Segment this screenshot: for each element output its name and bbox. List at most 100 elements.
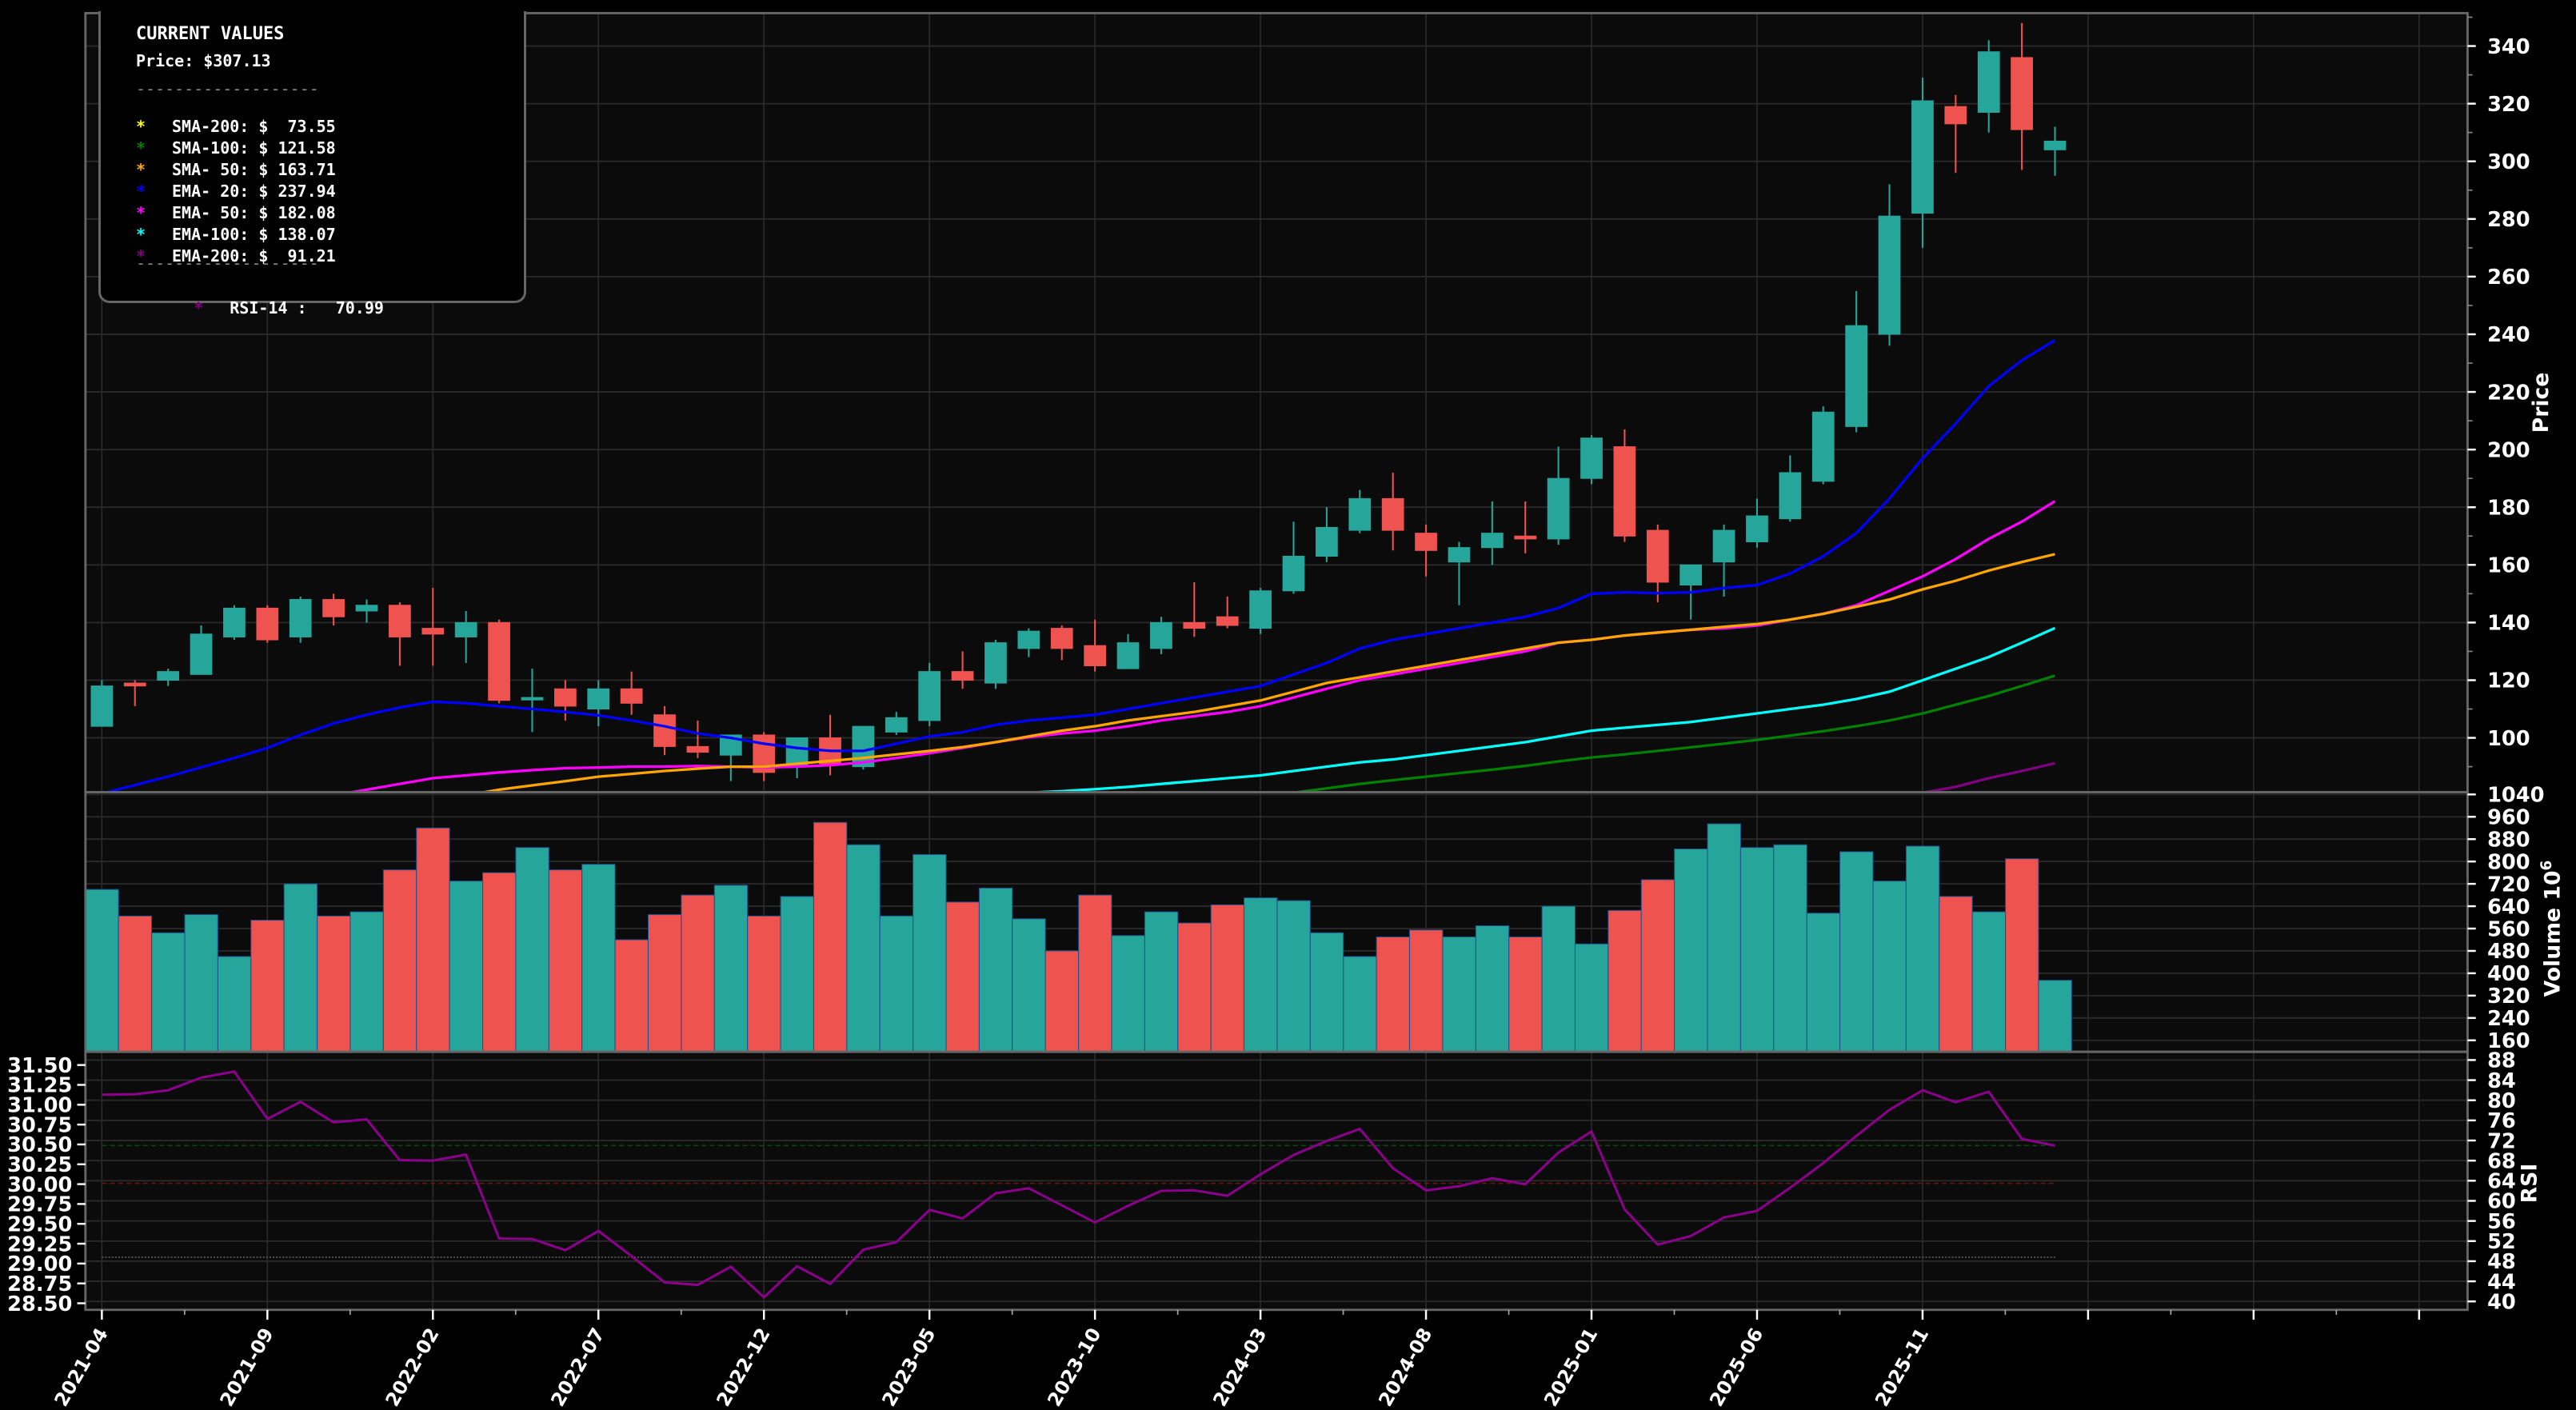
- ma-line-ema-100: [1028, 626, 2056, 793]
- volume-bar: [1078, 894, 1112, 1053]
- svg-text:200: 200: [2487, 438, 2530, 462]
- candle: [1348, 489, 1372, 533]
- legend-item: * EMA-100: $ 138.07: [136, 225, 336, 244]
- volume-bar: [1773, 844, 1807, 1053]
- legend-rsi: * RSI-14 : 70.99: [136, 279, 384, 337]
- volume-bar: [1971, 911, 2007, 1053]
- candle: [1580, 435, 1603, 485]
- volume-bar: [780, 896, 814, 1053]
- volume-bar: [1872, 881, 1907, 1053]
- svg-text:340: 340: [2487, 35, 2530, 59]
- volume-bar: [1111, 935, 1145, 1053]
- candle: [1480, 501, 1504, 565]
- volume-bar: [1044, 950, 1080, 1053]
- svg-text:29.25: 29.25: [7, 1232, 72, 1256]
- ma-line-sma-50: [477, 553, 2055, 793]
- volume-bar: [614, 939, 649, 1053]
- svg-text:31.00: 31.00: [7, 1094, 72, 1118]
- volume-bar: [1177, 922, 1212, 1053]
- candle: [256, 605, 279, 643]
- volume-bar: [85, 889, 119, 1053]
- candle: [90, 680, 114, 727]
- volume-bar: [813, 821, 848, 1053]
- volume-bar: [1144, 911, 1179, 1053]
- legend-item-text: SMA-100: $ 121.58: [172, 138, 336, 158]
- legend-item: * EMA- 20: $ 237.94: [136, 182, 336, 201]
- volume-bar: [1640, 879, 1675, 1053]
- volume-bar: [1508, 936, 1543, 1053]
- volume-bar: [1905, 845, 1940, 1053]
- svg-text:960: 960: [2487, 806, 2530, 830]
- svg-text:480: 480: [2487, 940, 2530, 964]
- volume-bar: [151, 932, 186, 1053]
- candle: [885, 712, 908, 735]
- volume-bar: [1309, 932, 1344, 1053]
- svg-text:280: 280: [2487, 208, 2530, 232]
- volume-bar: [1939, 896, 1973, 1053]
- legend-star-icon: *: [136, 182, 146, 201]
- volume-bar: [317, 915, 351, 1053]
- candle: [1249, 588, 1272, 634]
- svg-text:28.75: 28.75: [7, 1272, 72, 1296]
- legend-title: CURRENT VALUES: [136, 24, 285, 44]
- svg-text:880: 880: [2487, 828, 2530, 852]
- svg-text:RSI: RSI: [2518, 1164, 2542, 1204]
- legend-star-icon: *: [136, 160, 146, 179]
- candle: [1316, 507, 1338, 562]
- volume-bar: [1541, 905, 1576, 1053]
- volume-bar: [913, 853, 947, 1053]
- legend-item-text: EMA-200: $ 91.21: [172, 246, 336, 266]
- volume-bar: [184, 914, 218, 1053]
- volume-bar: [1839, 851, 1874, 1053]
- volume-bar: [945, 901, 980, 1053]
- candle: [1084, 619, 1106, 672]
- volume-bar: [1408, 929, 1444, 1053]
- volume-bar: [1210, 904, 1245, 1053]
- candle: [918, 662, 941, 727]
- volume-bar: [217, 956, 252, 1053]
- svg-text:48: 48: [2487, 1250, 2516, 1274]
- candle: [686, 720, 709, 758]
- volume-bar: [416, 827, 450, 1053]
- svg-text:72: 72: [2487, 1129, 2516, 1153]
- candle: [1911, 78, 1934, 248]
- svg-text:1040: 1040: [2487, 784, 2544, 808]
- candle: [355, 599, 378, 623]
- volume-bar: [713, 885, 749, 1053]
- candle: [2043, 126, 2067, 176]
- svg-text:68: 68: [2487, 1149, 2516, 1173]
- candle: [322, 593, 345, 626]
- candle: [421, 588, 445, 666]
- volume-bar: [482, 872, 517, 1053]
- volume-bar: [581, 864, 616, 1053]
- candle: [1679, 564, 1703, 620]
- svg-text:80: 80: [2487, 1089, 2516, 1113]
- svg-text:30.00: 30.00: [7, 1173, 72, 1197]
- svg-text:720: 720: [2487, 873, 2530, 897]
- svg-text:52: 52: [2487, 1230, 2516, 1254]
- volume-bars: [85, 821, 2072, 1053]
- candle: [1415, 524, 1437, 577]
- volume-bar: [449, 881, 484, 1053]
- svg-text:76: 76: [2487, 1109, 2516, 1133]
- svg-text:560: 560: [2487, 917, 2530, 941]
- candle: [1547, 446, 1570, 545]
- candle: [587, 680, 610, 727]
- svg-text:100: 100: [2487, 727, 2530, 751]
- volume-bar: [283, 883, 318, 1053]
- candle: [1150, 617, 1172, 655]
- legend-star-icon: *: [136, 138, 146, 158]
- svg-text:160: 160: [2487, 554, 2530, 578]
- candle: [1381, 472, 1404, 551]
- volume-bar: [250, 920, 285, 1053]
- volume-bar: [747, 915, 781, 1053]
- candle: [620, 671, 643, 715]
- svg-text:56: 56: [2487, 1210, 2516, 1234]
- volume-bar: [681, 894, 715, 1053]
- ma-line-ema-200: [1922, 761, 2055, 793]
- moving-average-lines: [102, 339, 2056, 793]
- candle: [1746, 498, 1768, 548]
- candle: [1977, 40, 2000, 133]
